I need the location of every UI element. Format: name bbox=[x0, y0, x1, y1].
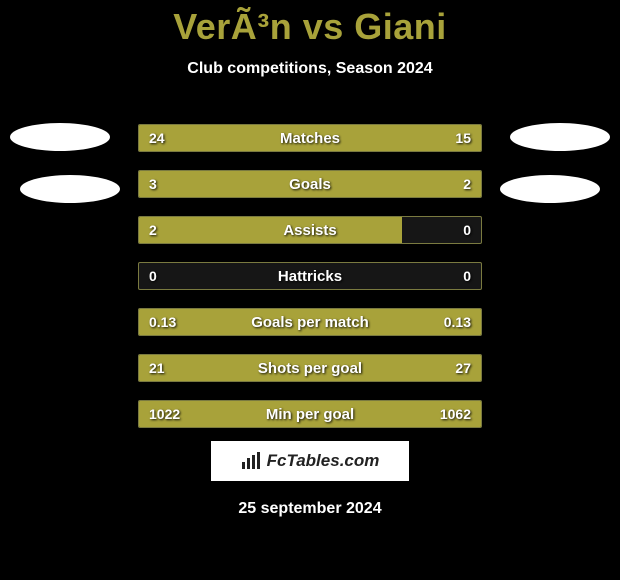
site-badge-label: FcTables.com bbox=[267, 451, 380, 471]
chart-icon bbox=[241, 452, 261, 470]
player-photo-left-1 bbox=[10, 123, 110, 151]
player-photo-left-2 bbox=[20, 175, 120, 203]
stat-row: Assists20 bbox=[138, 216, 482, 244]
subtitle: Club competitions, Season 2024 bbox=[0, 60, 620, 78]
player-photo-right-2 bbox=[500, 175, 600, 203]
stat-fill-left bbox=[139, 309, 481, 335]
stat-value-right: 0 bbox=[463, 263, 471, 289]
stat-fill-left bbox=[139, 217, 402, 243]
stat-row: Matches2415 bbox=[138, 124, 482, 152]
stat-row: Goals32 bbox=[138, 170, 482, 198]
site-badge[interactable]: FcTables.com bbox=[210, 440, 410, 482]
stat-fill-left bbox=[139, 125, 481, 151]
player-photo-right-1 bbox=[510, 123, 610, 151]
stat-fill-right bbox=[139, 355, 481, 381]
stat-fill-right bbox=[139, 401, 481, 427]
stat-value-right: 0 bbox=[463, 217, 471, 243]
stat-row: Goals per match0.130.13 bbox=[138, 308, 482, 336]
stat-row: Shots per goal2127 bbox=[138, 354, 482, 382]
stat-row: Hattricks0 0 bbox=[138, 262, 482, 290]
stat-value-left: 0 bbox=[149, 263, 157, 289]
footer-date: 25 september 2024 bbox=[0, 500, 620, 518]
stat-label: Hattricks bbox=[139, 263, 481, 289]
stat-fill-left bbox=[139, 171, 481, 197]
page-title: VerÃ³n vs Giani bbox=[0, 0, 620, 48]
stat-row: Min per goal10221062 bbox=[138, 400, 482, 428]
comparison-bars: Matches2415Goals32Assists20Hattricks00Go… bbox=[138, 124, 482, 446]
